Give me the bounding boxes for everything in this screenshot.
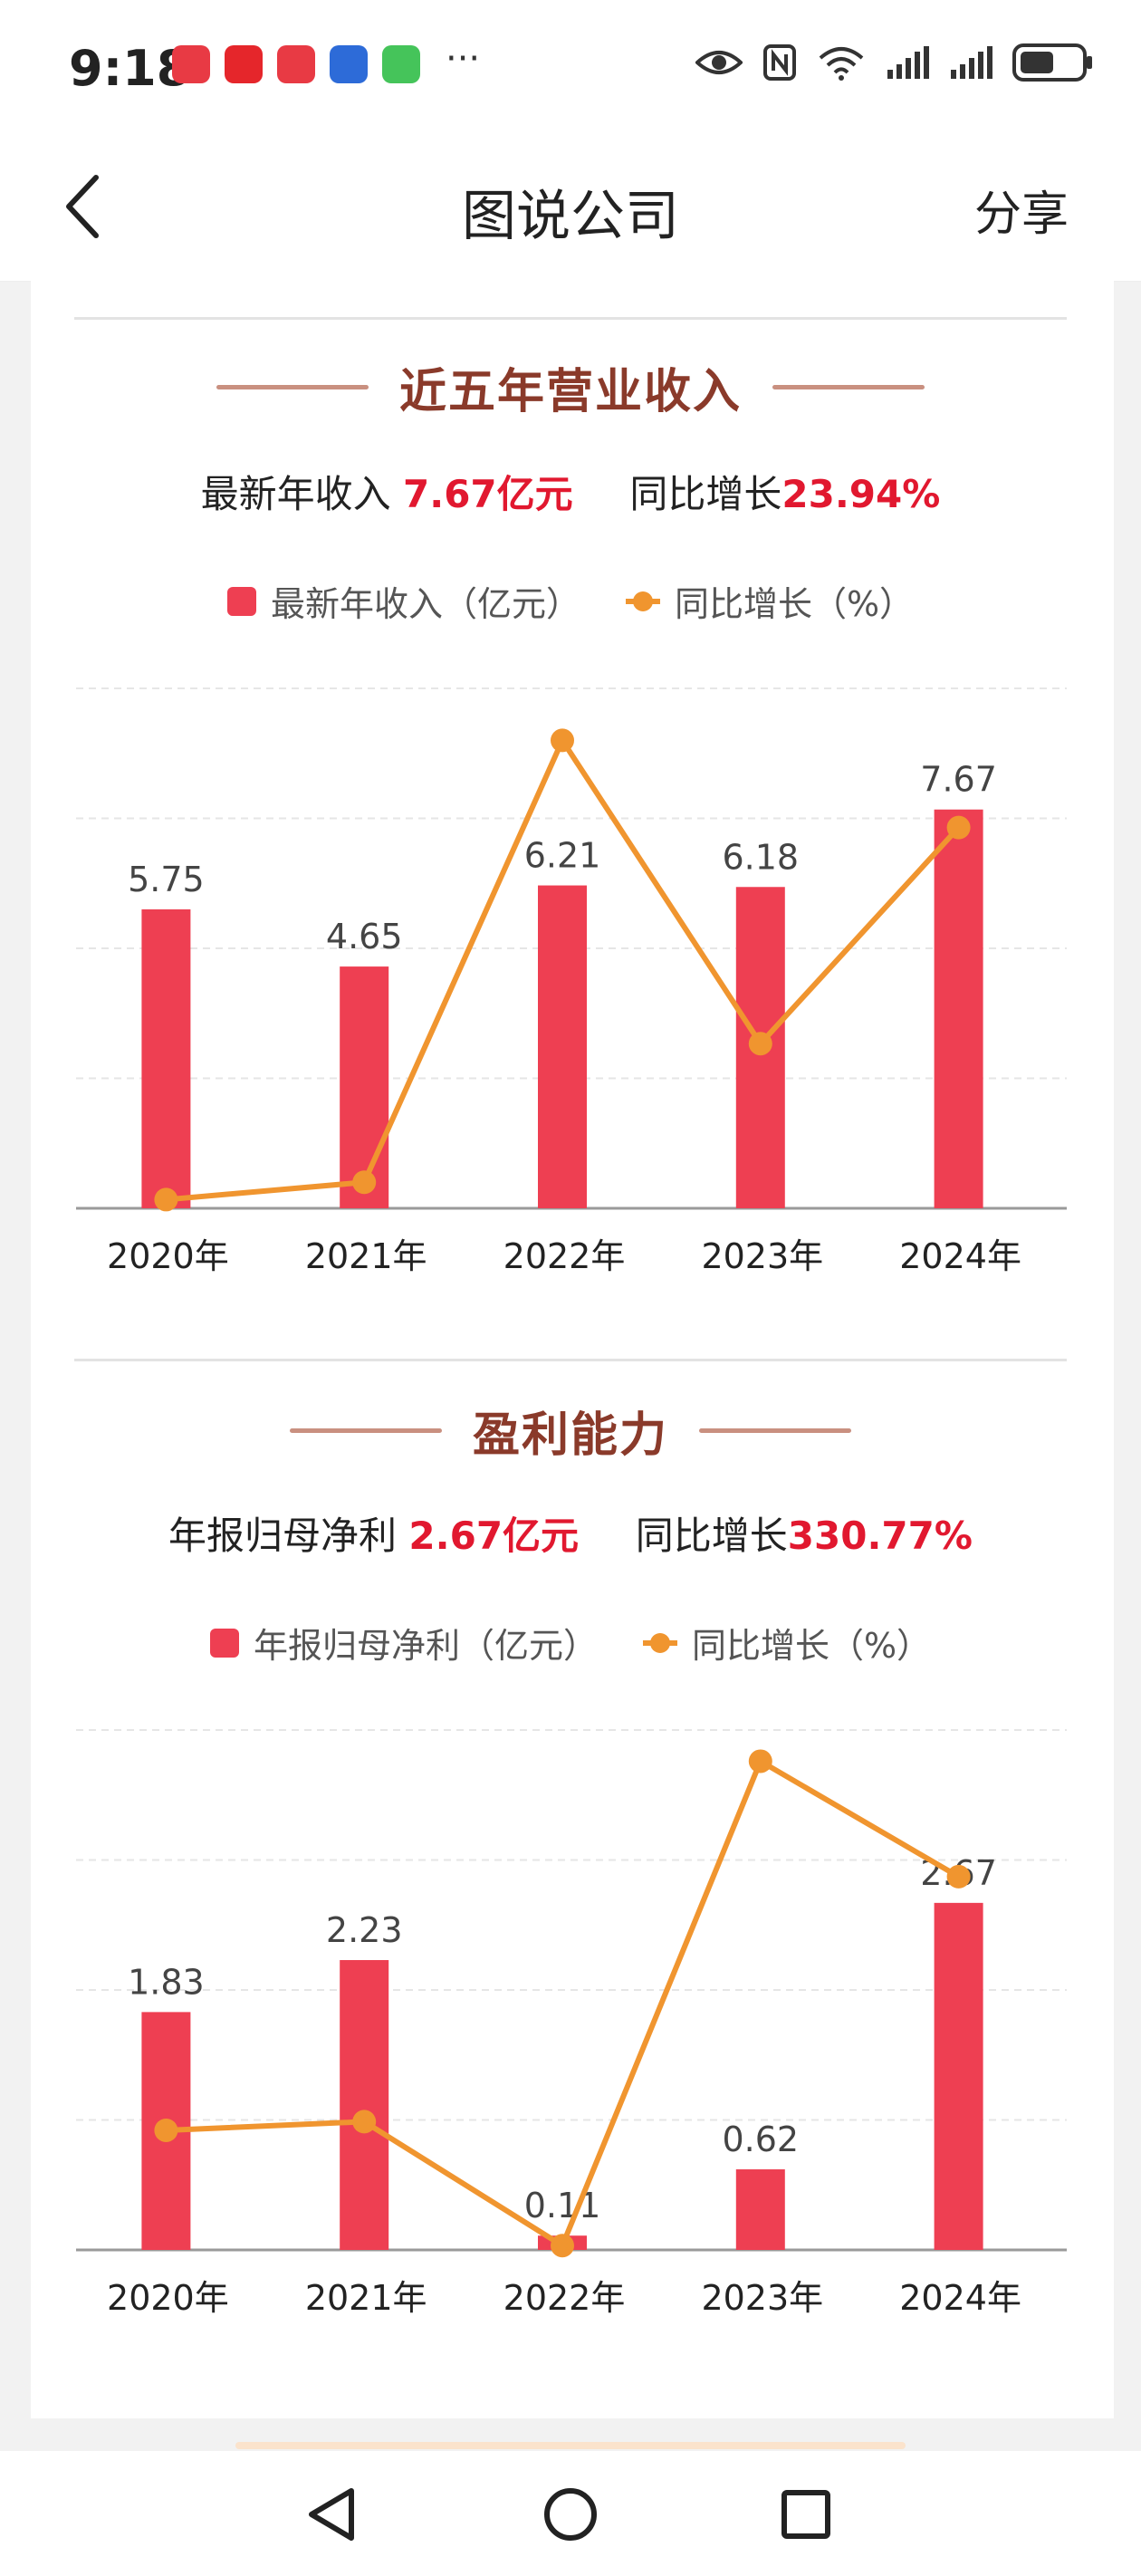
wifi-icon (819, 47, 864, 81)
legend-line-swatch (625, 591, 660, 611)
profit-growth-label: 同比增长 (635, 1514, 788, 1558)
growth-point[interactable] (352, 2110, 377, 2134)
x-tick-label: 2022年 (503, 1236, 626, 1276)
nfc-icon (763, 44, 796, 81)
title-decor-line (289, 1428, 442, 1433)
profit-legend: 年报归母净利（亿元） 同比增长（%） (0, 1618, 1141, 1668)
revenue-summary-label: 最新年收入 (200, 472, 391, 516)
chart-bar[interactable] (934, 809, 983, 1208)
chart-bar[interactable] (538, 885, 587, 1208)
growth-point[interactable] (551, 2234, 574, 2258)
signal-icon (887, 46, 929, 79)
revenue-summary-value: 7.67亿元 (403, 472, 573, 516)
revenue-summary: 最新年收入 7.67亿元 同比增长23.94% (0, 464, 1141, 519)
eye-icon (695, 51, 743, 74)
legend-bar-item[interactable]: 年报归母净利（亿元） (209, 1618, 598, 1668)
profit-section-header: 盈利能力 (0, 1397, 1141, 1465)
chart-bar[interactable] (141, 908, 191, 1208)
legend-line-label: 同比增长（%） (691, 1626, 932, 1666)
growth-point[interactable] (748, 1032, 772, 1056)
legend-bar-item[interactable]: 最新年收入（亿元） (226, 576, 580, 626)
nav-back-icon[interactable] (304, 2485, 359, 2543)
growth-point[interactable] (748, 1749, 772, 1773)
share-button[interactable]: 分享 (973, 187, 1069, 242)
profit-growth-value: 330.77% (787, 1514, 973, 1558)
legend-line-item[interactable]: 同比增长（%） (642, 1618, 932, 1668)
revenue-section-title: 近五年营业收入 (398, 365, 742, 419)
chart-bar[interactable] (340, 966, 389, 1208)
growth-point[interactable] (946, 815, 971, 840)
growth-point[interactable] (154, 2118, 178, 2142)
profit-summary: 年报归母净利 2.67亿元 同比增长330.77% (0, 1505, 1141, 1561)
revenue-legend: 最新年收入（亿元） 同比增长（%） (0, 576, 1141, 626)
status-time: 9:18 (69, 40, 191, 97)
revenue-chart: 5.75 4.65 6.21 6.18 7.67 2020年 2021年 2022年 2023年… (76, 687, 1067, 1276)
x-tick-label: 2021年 (305, 1236, 427, 1276)
bar-value-label: 4.65 (326, 917, 403, 956)
legend-bar-label: 年报归母净利（亿元） (253, 1626, 598, 1666)
notification-icons (172, 45, 420, 83)
chart-bar[interactable] (340, 1959, 389, 2250)
page-title: 图说公司 (462, 185, 679, 248)
legend-line-swatch (642, 1632, 677, 1653)
chart-bar[interactable] (735, 2169, 785, 2250)
growth-point[interactable] (154, 1187, 178, 1212)
system-icons (695, 43, 1094, 82)
bar-value-label: 6.18 (722, 837, 799, 877)
huawei-store-icon (277, 45, 315, 83)
nav-recents-icon[interactable] (779, 2487, 833, 2542)
growth-point[interactable] (352, 1170, 377, 1195)
revenue-growth-label: 同比增长 (629, 472, 782, 516)
x-tick-label: 2023年 (701, 1236, 823, 1276)
green-app-icon (382, 45, 420, 83)
revenue-growth-value: 23.94% (781, 472, 941, 516)
title-decor-line (699, 1428, 851, 1433)
legend-bar-swatch (226, 586, 256, 616)
signal-icon-2 (951, 46, 992, 79)
x-tick-label: 2020年 (107, 2278, 229, 2318)
bottom-peek-strip (235, 2442, 906, 2449)
top-divider (74, 317, 1067, 320)
header: 图说公司 分享 (0, 136, 1141, 282)
legend-bar-label: 最新年收入（亿元） (270, 584, 580, 624)
bar-value-label: 0.62 (722, 2119, 799, 2159)
chart-bar[interactable] (934, 1902, 983, 2250)
x-tick-label: 2020年 (107, 1236, 229, 1276)
growth-point[interactable] (551, 728, 574, 753)
battery-icon (1012, 43, 1092, 82)
profit-summary-value: 2.67亿元 (408, 1514, 580, 1558)
profit-section-title: 盈利能力 (472, 1408, 668, 1463)
legend-line-label: 同比增长（%） (674, 584, 915, 624)
status-bar: 9:18 ··· (0, 0, 1141, 136)
content-card (31, 281, 1114, 2418)
growth-line (166, 1758, 961, 2249)
system-nav-bar (0, 2451, 1141, 2576)
x-tick-label: 2023年 (701, 2278, 823, 2318)
video-app-icon (225, 45, 263, 83)
more-notifications-icon: ··· (446, 38, 481, 80)
legend-bar-swatch (209, 1628, 239, 1658)
title-decor-line (216, 385, 369, 389)
x-tick-label: 2022年 (503, 2278, 626, 2318)
x-tick-label: 2021年 (305, 2278, 427, 2318)
bar-value-label: 7.67 (920, 760, 997, 800)
bar-value-label: 5.75 (128, 860, 205, 899)
blue-app-icon (330, 45, 368, 83)
back-icon[interactable] (58, 170, 112, 243)
legend-line-item[interactable]: 同比增长（%） (625, 576, 915, 626)
section-divider (74, 1359, 1067, 1361)
nav-home-icon[interactable] (542, 2485, 599, 2543)
revenue-section-header: 近五年营业收入 (0, 353, 1141, 421)
bar-value-label: 1.83 (128, 1962, 205, 2002)
bar-value-label: 0.11 (524, 2186, 601, 2225)
growth-point[interactable] (946, 1864, 971, 1889)
x-tick-label: 2024年 (899, 2278, 1021, 2318)
x-tick-label: 2024年 (899, 1236, 1021, 1276)
huawei-appgallery-icon (172, 45, 210, 83)
profit-chart: 1.832.230.110.622.672020年2021年2022年2023年… (76, 1729, 1067, 2318)
title-decor-line (772, 385, 925, 389)
profit-summary-label: 年报归母净利 (168, 1514, 398, 1558)
bar-value-label: 6.21 (524, 836, 601, 876)
bar-value-label: 2.23 (326, 1910, 403, 1950)
